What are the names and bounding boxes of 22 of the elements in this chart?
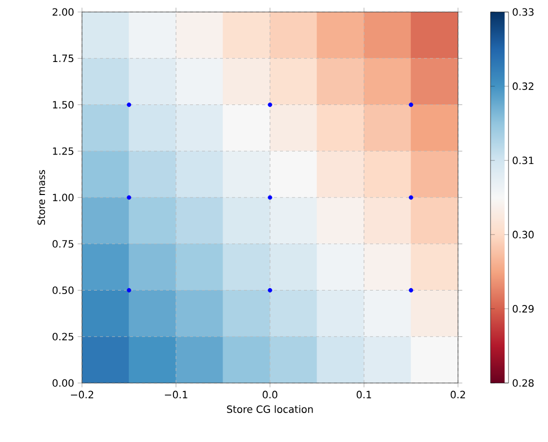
y-tick-label: 1.75	[53, 54, 74, 62]
x-axis-title: Store CG location	[227, 405, 313, 413]
x-tick-label: −0.2	[70, 390, 94, 398]
x-tick-label: 0.2	[450, 390, 465, 398]
y-tick-label: 0.50	[52, 286, 74, 294]
color-bar-label: 0.29	[512, 305, 534, 313]
y-tick-label: 0.25	[52, 332, 74, 340]
x-tick-label: −0.1	[164, 390, 188, 398]
y-tick-label: 0.00	[52, 379, 74, 387]
y-tick-label: 1.00	[53, 194, 74, 202]
color-bar-label: 0.32	[512, 82, 534, 90]
y-tick-label: 1.25	[53, 147, 74, 155]
x-tick-label: 0.1	[356, 390, 372, 398]
x-tick-label: 0.0	[262, 390, 278, 398]
y-tick-label: 1.50	[53, 100, 74, 109]
y-axis-title: Store mass	[37, 170, 46, 225]
color-bar-label: 0.28	[512, 379, 534, 387]
color-bar-label: 0.31	[512, 156, 534, 164]
color-bar-label: 0.30	[512, 230, 534, 238]
y-tick-label: 0.75	[52, 240, 74, 248]
color-bar-label: 0.33	[512, 8, 534, 16]
y-tick-label: 2.00	[52, 8, 74, 16]
